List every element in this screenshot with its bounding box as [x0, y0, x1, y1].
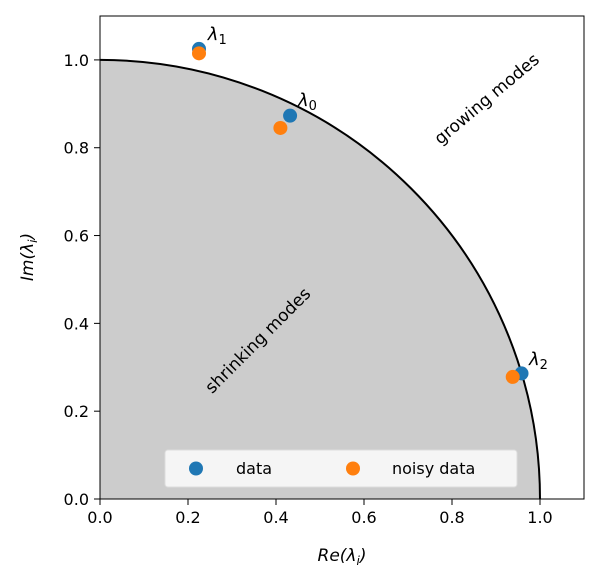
legend-label-noisy-data: noisy data [392, 459, 475, 478]
legend: data noisy data [164, 449, 518, 488]
noisy-data-point [273, 120, 288, 135]
eigenvalue-labels: λ0 λ1 λ2 [207, 24, 548, 373]
legend-label-data: data [236, 459, 272, 478]
unit-circle-arc [100, 58, 541, 499]
shrinking-region-fill [100, 59, 540, 499]
x-tick-label: 0.8 [439, 508, 464, 527]
legend-marker-noisy-data [346, 461, 360, 476]
eigenvalue-label: λ0 [297, 90, 317, 114]
data-point [283, 108, 298, 123]
x-axis-ticks: 0.0 0.2 0.4 0.6 0.8 1.0 [87, 499, 553, 527]
legend-marker-data [189, 461, 203, 476]
x-tick-label: 0.2 [175, 508, 200, 527]
x-tick-label: 0.0 [87, 508, 112, 527]
noisy-data-point [505, 369, 520, 384]
y-tick-label: 0.6 [64, 227, 89, 246]
plot-frame [99, 15, 585, 500]
y-axis-label: Im(λi) [18, 233, 40, 281]
y-tick-label: 0.8 [64, 139, 89, 158]
x-tick-label: 0.6 [351, 508, 376, 527]
y-tick-label: 0.2 [64, 402, 89, 421]
x-tick-label: 0.4 [263, 508, 288, 527]
y-tick-label: 1.0 [64, 51, 89, 70]
eigenvalue-label: λ1 [207, 24, 227, 48]
eigenvalue-label: λ2 [528, 349, 548, 373]
y-tick-label: 0.4 [64, 314, 89, 333]
data-points [192, 41, 529, 384]
legend-box [164, 449, 518, 488]
y-axis-ticks: 0.0 0.2 0.4 0.6 0.8 1.0 [64, 51, 100, 509]
y-tick-label: 0.0 [64, 490, 89, 509]
x-tick-label: 1.0 [527, 508, 552, 527]
noisy-data-point [192, 46, 206, 61]
x-axis-label: Re(λi) [318, 546, 367, 568]
